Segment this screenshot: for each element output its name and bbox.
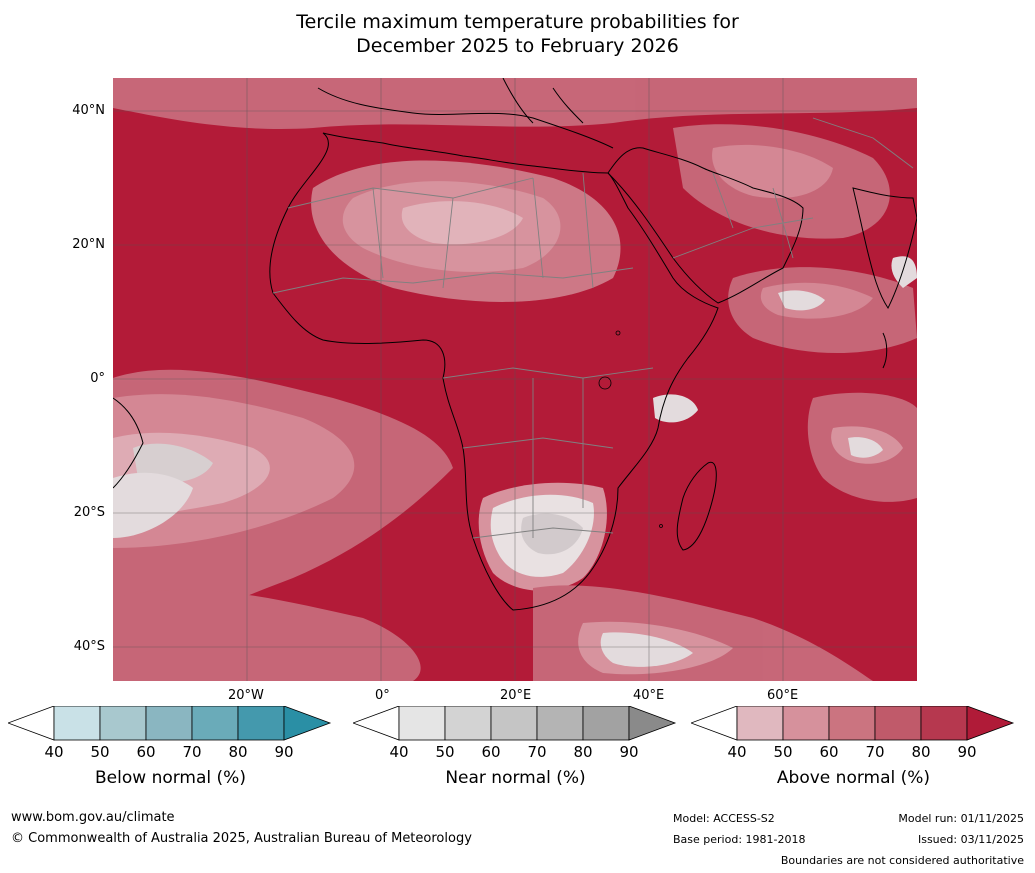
country-borders — [272, 117, 914, 539]
colorbar-segment — [536, 706, 584, 741]
probability-map — [113, 78, 917, 681]
probability-shading — [113, 78, 917, 681]
colorbar-segment — [782, 706, 830, 741]
colorbar-tick-label: 90 — [274, 743, 294, 761]
colorbar-tick-label: 80 — [911, 743, 931, 761]
footer-base-period: Base period: 1981-2018 — [673, 833, 806, 846]
colorbar-below-normal — [8, 706, 332, 741]
footer-website: www.bom.gov.au/climate — [11, 810, 175, 825]
colorbar-tick-label: 80 — [228, 743, 248, 761]
colorbar-label-above-normal: Above normal (%) — [776, 768, 931, 788]
lat-label-20s: 20°S — [73, 505, 105, 520]
colorbar-extend-high — [283, 706, 332, 741]
colorbar-tick-label: 90 — [957, 743, 977, 761]
colorbar-segment — [582, 706, 630, 741]
lat-label-40s: 40°S — [73, 639, 105, 654]
colorbar-tick-label: 40 — [389, 743, 409, 761]
colorbar-label-below-normal: Below normal (%) — [95, 768, 246, 788]
colorbar-extend-low — [691, 706, 738, 741]
colorbar-segment — [920, 706, 968, 741]
lon-label-40e: 40°E — [633, 688, 665, 703]
colorbar-tick-label: 60 — [136, 743, 156, 761]
colorbar-tick-label: 80 — [573, 743, 593, 761]
colorbar-extend-high — [966, 706, 1015, 741]
colorbar-segment — [99, 706, 147, 741]
colorbar-tick-label: 90 — [619, 743, 639, 761]
colorbar-segment — [398, 706, 446, 741]
colorbar-tick-label: 50 — [435, 743, 455, 761]
colorbar-near-normal — [353, 706, 677, 741]
colorbar-tick-label: 60 — [819, 743, 839, 761]
footer-copyright: © Commonwealth of Australia 2025, Austra… — [11, 831, 472, 846]
colorbar-tick-label: 60 — [481, 743, 501, 761]
coastlines — [113, 78, 917, 611]
colorbar-segment — [444, 706, 492, 741]
footer-model-run: Model run: 01/11/2025 — [898, 812, 1024, 825]
colorbar-tick-label: 40 — [44, 743, 64, 761]
lon-label-0: 0° — [375, 688, 390, 703]
lon-label-20e: 20°E — [500, 688, 532, 703]
colorbar-tick-label: 50 — [773, 743, 793, 761]
colorbar-extend-low — [8, 706, 55, 741]
colorbar-extend-low — [353, 706, 400, 741]
colorbar-label-near-normal: Near normal (%) — [445, 768, 586, 788]
footer-model: Model: ACCESS-S2 — [673, 812, 775, 825]
colorbar-tick-label: 70 — [865, 743, 885, 761]
footer-disclaimer: Boundaries are not considered authoritat… — [780, 854, 1024, 867]
map-title-line-1: Tercile maximum temperature probabilitie… — [296, 11, 739, 33]
map-canvas — [113, 78, 917, 681]
lat-label-equator: 0° — [90, 371, 105, 386]
colorbar-segment — [828, 706, 876, 741]
lon-label-60e: 60°E — [767, 688, 799, 703]
colorbar-tick-label: 70 — [182, 743, 202, 761]
colorbar-segment — [736, 706, 784, 741]
colorbar-segment — [145, 706, 193, 741]
colorbar-segment — [237, 706, 285, 741]
graticule — [113, 78, 917, 681]
map-title-line-2: December 2025 to February 2026 — [356, 35, 679, 57]
lat-label-40n: 40°N — [72, 103, 105, 118]
colorbar-tick-label: 70 — [527, 743, 547, 761]
lat-label-20n: 20°N — [72, 237, 105, 252]
colorbar-tick-label: 50 — [90, 743, 110, 761]
colorbar-above-normal — [691, 706, 1015, 741]
colorbar-tick-label: 40 — [727, 743, 747, 761]
colorbar-segment — [53, 706, 101, 741]
colorbar-extend-high — [628, 706, 677, 741]
colorbar-segment — [874, 706, 922, 741]
footer-issued: Issued: 03/11/2025 — [917, 833, 1024, 846]
colorbar-segment — [490, 706, 538, 741]
colorbar-segment — [191, 706, 239, 741]
islands — [598, 330, 663, 528]
lon-label-20w: 20°W — [228, 688, 264, 703]
